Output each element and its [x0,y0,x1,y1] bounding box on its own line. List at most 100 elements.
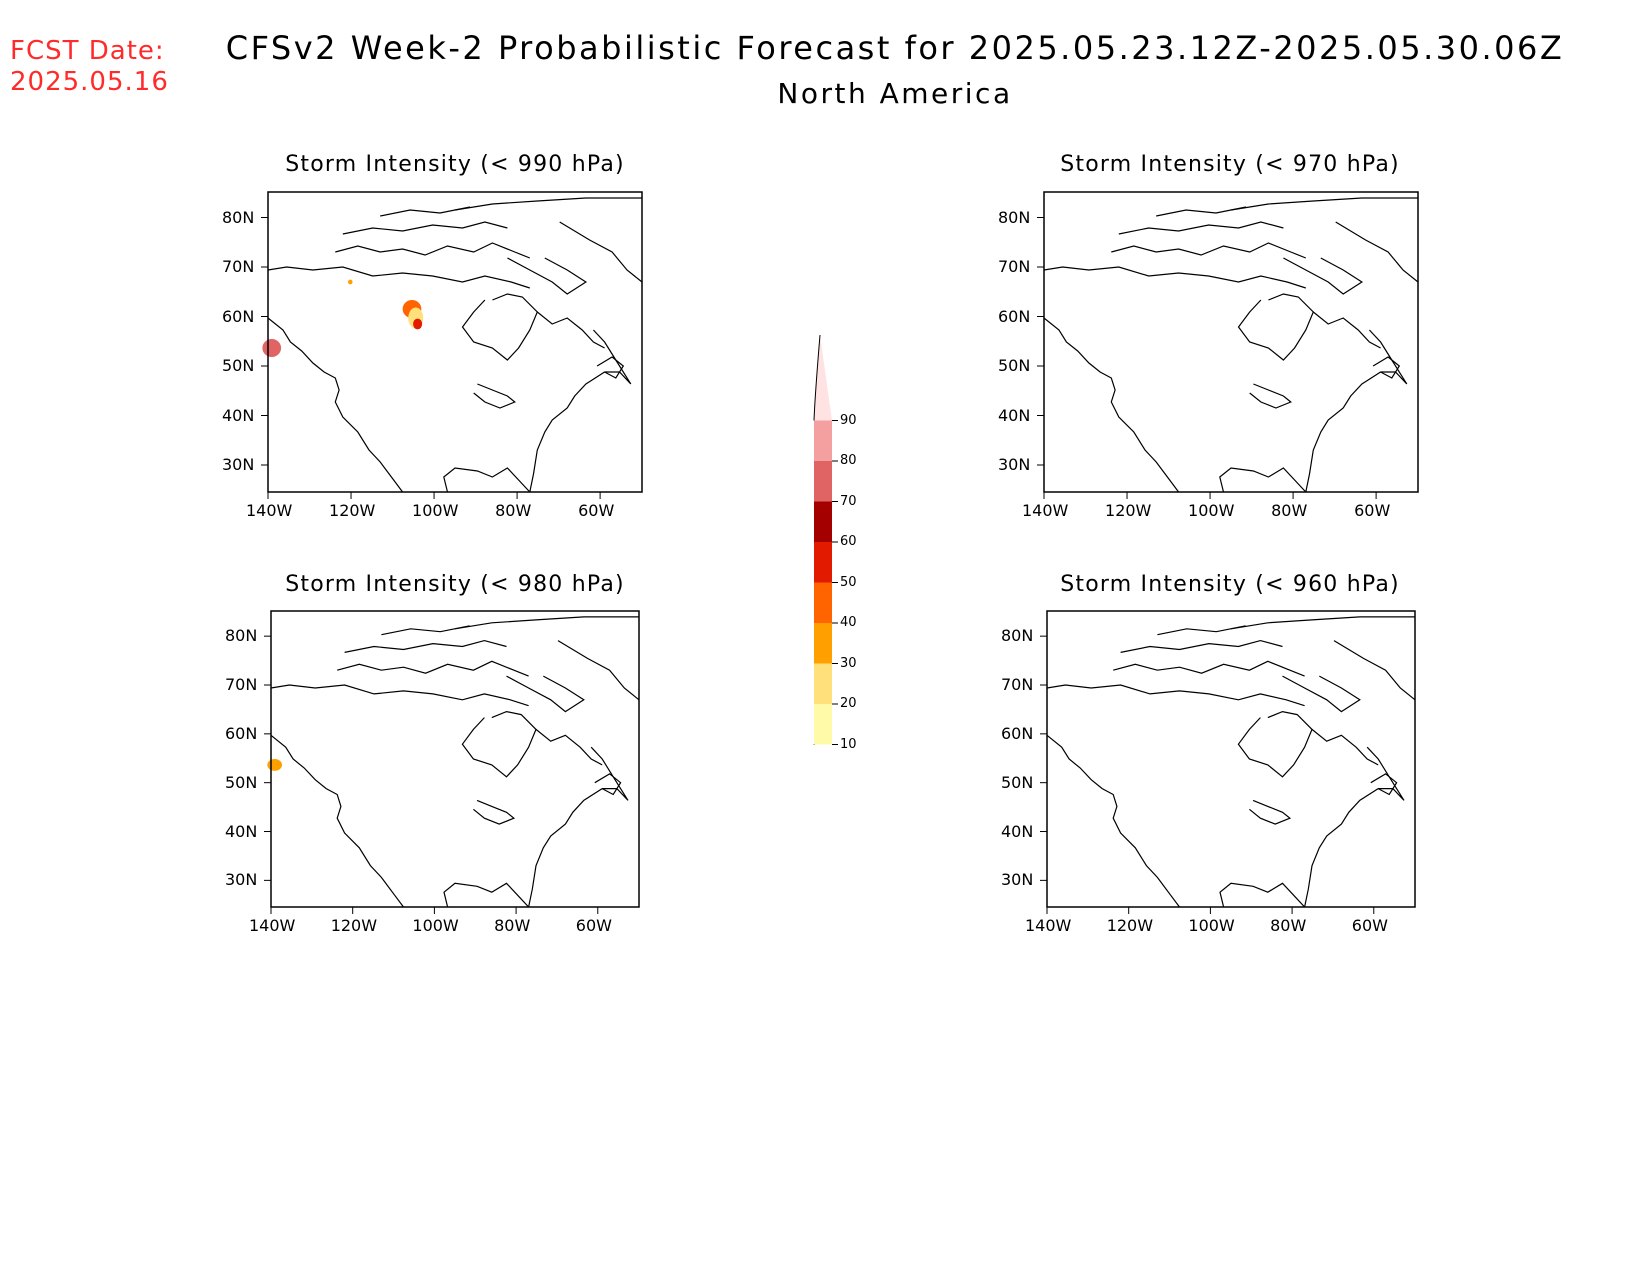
lat-tick-label: 70N [1001,675,1034,694]
colorbar-bottom-edge [813,744,815,745]
map-svg [1037,191,1419,499]
coastline [267,266,530,289]
coastline [1120,639,1283,653]
lat-tick-label: 70N [998,257,1031,276]
colorbar-svg [813,335,838,745]
coastline [507,257,588,295]
panel-title-970: Storm Intensity (< 970 hPa) [1060,152,1400,177]
coastline [454,197,642,211]
coastline [270,684,529,707]
coastline [473,383,516,409]
coastline [1046,684,1305,707]
colorbar-label: 60 [840,534,857,549]
colorbar-segment [814,623,832,664]
lon-tick-label: 80W [495,501,532,520]
coastline [1043,317,1180,493]
lon-tick-label: 120W [330,916,378,935]
lat-tick-label: 70N [225,675,258,694]
coastline [1118,221,1284,235]
lon-tick-label: 60W [1354,501,1391,520]
lon-tick-label: 140W [249,916,296,935]
coastline [1156,206,1247,217]
lat-tick-label: 50N [998,356,1031,375]
map-frame [1043,191,1419,493]
lon-tick-label: 100W [1188,916,1235,935]
coastline [270,734,404,908]
coastline [344,639,507,653]
coastline [1219,467,1307,493]
coastline [559,221,643,283]
lat-tick-label: 50N [225,772,258,792]
probability-shading [267,759,283,771]
colorbar-label: 10 [840,736,857,752]
coastline [1111,242,1307,259]
panel-title-990: Storm Intensity (< 990 hPa) [285,152,625,177]
coastline [535,728,603,766]
coastline [1372,356,1401,379]
coastline [1312,311,1381,349]
colorbar-segment [814,501,832,542]
coastline [443,467,531,493]
lon-tick-label: 80W [1271,501,1308,520]
forecast-date-label: FCST Date: [10,36,165,66]
lon-tick-label: 120W [329,501,376,520]
coastline [267,317,404,493]
forecast-date: FCST Date: 2025.05.16 [10,36,169,98]
coastline [1370,773,1398,796]
coastline [1230,616,1415,630]
coastline [1237,710,1313,778]
coastline [461,293,539,361]
coastline [1304,746,1405,908]
coastline [596,356,625,379]
lat-tick-label: 40N [1001,821,1034,841]
lon-tick-label: 140W [1025,916,1072,935]
coastline [557,640,640,701]
colorbar-segment [814,704,832,745]
coastline [1157,625,1246,636]
colorbar-segment [814,420,832,461]
lat-tick-label: 70N [222,257,255,276]
probability-shading [262,339,282,357]
colorbar-label: 90 [840,412,857,428]
page-subtitle: North America [777,77,1013,110]
colorbar-segment [814,461,832,502]
probability-shading [348,279,353,285]
forecast-date-value: 2025.05.16 [10,67,169,97]
coastline [1113,660,1305,677]
coastline [1311,728,1379,766]
panel-title-980: Storm Intensity (< 980 hPa) [285,572,625,597]
lon-tick-label: 100W [1188,501,1235,520]
colorbar-label: 40 [840,615,857,630]
lat-tick-label: 80N [1001,626,1034,646]
coastline [1333,640,1416,701]
coastline [380,206,471,217]
lon-tick-label: 80W [1270,916,1307,935]
map-svg [1040,610,1416,914]
coastline [1283,257,1364,295]
map-frame [267,191,643,493]
coastline [337,660,529,677]
coastline [1335,221,1419,283]
coastline [381,625,470,636]
coastline [1043,266,1306,289]
colorbar-segment [814,663,832,704]
map-frame [270,610,640,908]
lon-tick-label: 140W [246,501,293,520]
colorbar-label: 70 [840,493,857,509]
coastline [1305,329,1408,493]
lat-tick-label: 80N [998,207,1031,227]
colorbar-label: 80 [840,453,857,468]
lat-tick-label: 40N [222,405,255,425]
lat-tick-label: 40N [225,821,258,841]
coastline [528,746,629,908]
lat-tick-label: 80N [222,207,255,227]
coastline [342,221,508,235]
lat-tick-label: 80N [225,626,258,646]
lat-tick-label: 50N [1001,772,1034,792]
colorbar-label: 20 [840,696,857,711]
map-svg [261,191,643,499]
coastline [461,710,537,778]
panel-title-960: Storm Intensity (< 960 hPa) [1060,572,1400,597]
lat-tick-label: 50N [222,356,255,375]
lat-tick-label: 60N [998,306,1031,326]
